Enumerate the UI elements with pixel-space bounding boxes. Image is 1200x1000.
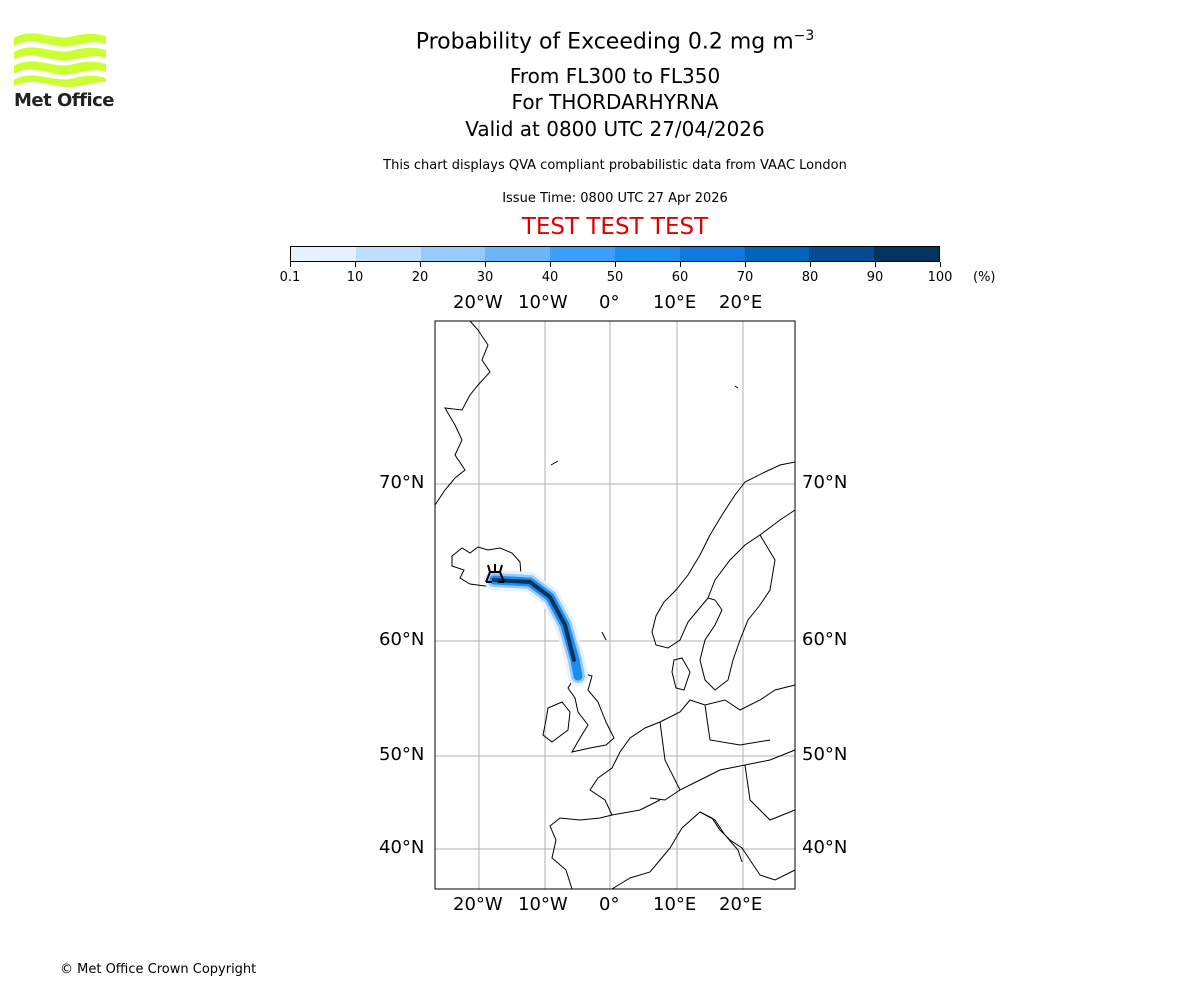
europe-coast [549,684,796,890]
colorbar-tick-label: 80 [801,270,819,285]
colorbar-tick-mark [550,262,551,267]
test-banner: TEST TEST TEST [521,214,709,240]
map-frame [434,320,796,890]
colorbar-tick-label: 0.1 [279,270,301,285]
colorbar-tick-mark [745,262,746,267]
title-text: Probability of Exceeding 0.2 mg m [415,29,794,55]
colorbar [290,246,940,262]
gridlines [435,321,795,889]
valid-time: Valid at 0800 UTC 27/04/2026 [465,117,765,141]
sweden-finland [699,534,776,691]
denmark [671,657,691,691]
colorbar-tick-mark [875,262,876,267]
volcano-icon [485,564,505,583]
ireland [542,701,571,743]
title-superscript: −3 [793,28,815,44]
shetland [601,631,607,641]
lon-label-top: 10°W [518,292,568,313]
lon-label-top: 20°W [453,292,503,313]
colorbar-tick-mark [290,262,291,267]
colorbar-segment [614,247,680,261]
colorbar-segment [809,247,875,261]
colorbar-segment [355,247,421,261]
colorbar-tick-label: 40 [541,270,559,285]
lon-label-bottom: 20°W [453,894,503,915]
lon-label-bottom: 10°W [518,894,568,915]
colorbar-tick-label: 50 [606,270,624,285]
met-office-logo-waves-icon [14,33,106,88]
colorbar-tick-label: 20 [411,270,429,285]
colorbar-unit: (%) [973,270,996,285]
ash-plume [484,570,588,686]
colorbar-tick-label: 100 [927,270,953,285]
lat-label-right: 50°N [802,744,848,765]
chart-title: Probability of Exceeding 0.2 mg m−3 [0,28,1200,54]
colorbar-segment [485,247,551,261]
flight-levels: From FL300 to FL350 [509,64,721,88]
colorbar-tick-label: 30 [476,270,494,285]
colorbar-tick-mark [420,262,421,267]
lat-label-left: 40°N [379,837,425,858]
britain [567,671,615,753]
lon-label-bottom: 10°E [653,894,697,915]
colorbar-segment [291,247,356,261]
lon-label-bottom: 0° [599,894,620,915]
colorbar-tick-label: 10 [346,270,364,285]
lat-label-right: 40°N [802,837,848,858]
lat-label-right: 60°N [802,629,848,650]
issue-time: Issue Time: 0800 UTC 27 Apr 2026 [502,191,728,206]
chart-note: This chart displays QVA compliant probab… [383,158,847,173]
lat-label-left: 50°N [379,744,425,765]
colorbar-tick-mark [810,262,811,267]
lon-label-top: 20°E [719,292,763,313]
finland-east [759,509,796,536]
norway-coast [651,461,796,649]
colorbar-tick-mark [355,262,356,267]
borders [611,704,796,821]
colorbar-tick-mark [680,262,681,267]
lon-label-bottom: 20°E [719,894,763,915]
colorbar-segment [874,247,939,261]
colorbar-segment [744,247,810,261]
colorbar-tick-mark [615,262,616,267]
colorbar-segment [679,247,745,261]
greenland-coast [434,320,491,506]
lat-label-right: 70°N [802,472,848,493]
colorbar-segment [550,247,615,261]
lat-label-left: 70°N [379,472,425,493]
jan-mayen [550,460,559,466]
logo-text: Met Office [14,90,115,111]
colorbar-tick-label: 60 [671,270,689,285]
colorbar-tick-mark [485,262,486,267]
svalbard-bit [734,385,739,389]
colorbar-segment [420,247,486,261]
copyright: © Met Office Crown Copyright [60,962,257,977]
mediterranean-coast [611,811,796,890]
italy [699,811,743,863]
lon-label-top: 0° [599,292,620,313]
lon-label-top: 10°E [653,292,697,313]
volcano-name: For THORDARHYRNA [511,90,719,114]
colorbar-tick-label: 90 [866,270,884,285]
coastlines [434,320,796,890]
colorbar-tick-mark [940,262,941,267]
lat-label-left: 60°N [379,629,425,650]
colorbar-tick-label: 70 [736,270,754,285]
